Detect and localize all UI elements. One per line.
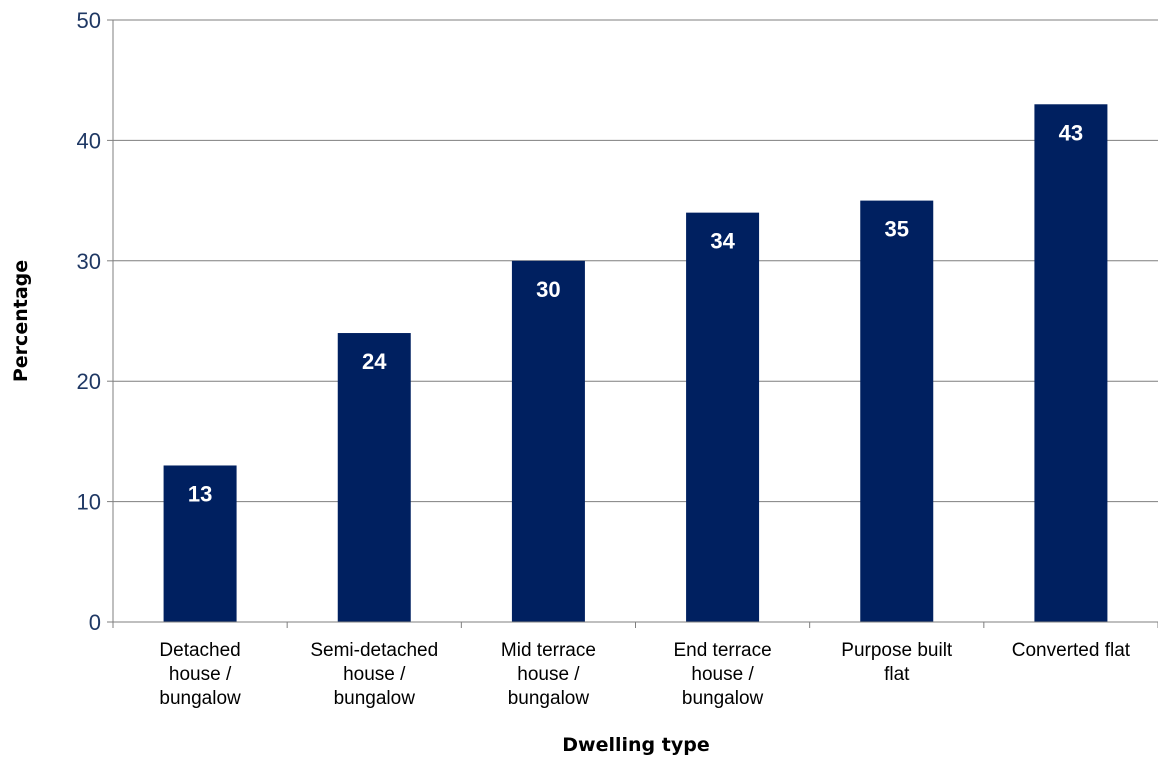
data-label: 43 xyxy=(1059,120,1083,145)
data-label: 34 xyxy=(710,229,735,254)
x-tick-labels: Detached house / bungalow Semi-detached hous… xyxy=(159,640,1130,709)
bar xyxy=(860,200,934,622)
x-tick-label-line: house / xyxy=(517,664,580,685)
x-tick-label-line: bungalow xyxy=(159,688,241,709)
bar xyxy=(1034,104,1108,622)
y-axis-title: Percentage xyxy=(10,260,32,382)
x-tick-label: Mid terrace house / bungalow xyxy=(501,640,596,709)
y-tick-label: 50 xyxy=(77,8,101,33)
data-label: 24 xyxy=(362,349,387,374)
x-tick-label-line: bungalow xyxy=(682,688,764,709)
x-tick-label-line: bungalow xyxy=(334,688,416,709)
x-tick-label-line: house / xyxy=(169,664,232,685)
x-tick-label: Purpose built flat xyxy=(841,640,953,685)
data-labels: 13 24 30 34 35 43 xyxy=(188,120,1083,506)
bar xyxy=(686,212,760,622)
x-tick-label: Detached house / bungalow xyxy=(159,640,241,709)
gridlines xyxy=(107,19,1158,628)
y-tick-label: 10 xyxy=(77,490,101,515)
bar xyxy=(511,260,585,622)
x-tick-label: Converted flat xyxy=(1012,640,1131,661)
x-tick-label-line: Purpose built xyxy=(841,640,953,661)
y-tick-label: 20 xyxy=(77,369,101,394)
y-tick-labels: 0 10 20 30 40 50 xyxy=(77,8,101,635)
bars xyxy=(163,104,1108,622)
x-axis-title: Dwelling type xyxy=(562,734,709,756)
x-tick-label-line: Detached xyxy=(159,640,240,661)
x-tick-label-line: bungalow xyxy=(508,688,590,709)
axes xyxy=(112,20,1158,623)
y-tick-label: 40 xyxy=(77,128,101,153)
y-tick-label: 30 xyxy=(77,249,101,274)
x-tick-label-line: house / xyxy=(691,664,754,685)
x-tick-label-line: End terrace xyxy=(673,640,771,661)
x-tick-label-line: flat xyxy=(884,664,910,685)
x-tick-label: Semi-detached house / bungalow xyxy=(310,640,438,709)
y-tick-label: 0 xyxy=(89,610,101,635)
x-tick-label-line: Converted flat xyxy=(1012,640,1131,661)
data-label: 30 xyxy=(536,277,560,302)
x-tick-label-line: house / xyxy=(343,664,406,685)
x-tick-label-line: Semi-detached xyxy=(310,640,438,661)
x-tick-label-line: Mid terrace xyxy=(501,640,596,661)
x-tick-label: End terrace house / bungalow xyxy=(673,640,771,709)
data-label: 13 xyxy=(188,481,212,506)
data-label: 35 xyxy=(885,217,909,242)
bar xyxy=(163,465,237,622)
bar xyxy=(337,333,411,622)
